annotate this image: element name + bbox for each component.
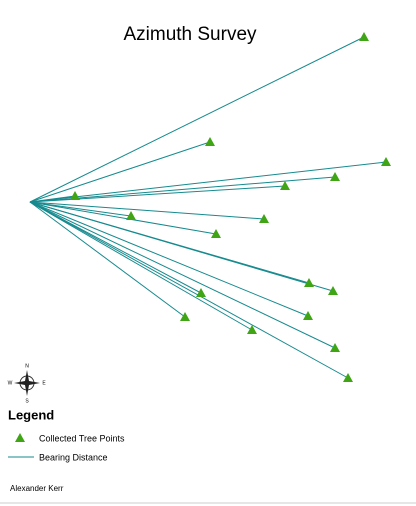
- tree-point: [303, 311, 313, 320]
- tree-point: [180, 312, 190, 321]
- bearing-line: [29, 161, 387, 203]
- bearing-line: [29, 141, 211, 203]
- bearing-line: [29, 201, 349, 379]
- bearing-line: [29, 201, 217, 235]
- bearing-line: [29, 201, 309, 317]
- tree-point: [247, 325, 257, 334]
- legend: Legend Collected Tree Points Bearing Dis…: [8, 407, 125, 462]
- bearing-line: [29, 201, 132, 217]
- tree-point: [381, 157, 391, 166]
- tree-point: [259, 214, 269, 223]
- compass-north: N: [25, 363, 29, 369]
- tree-points: [70, 32, 391, 382]
- legend-title: Legend: [8, 407, 54, 422]
- bearing-line: [29, 195, 76, 203]
- bearing-line: [29, 201, 202, 294]
- compass-west: W: [8, 380, 13, 386]
- compass-south: S: [25, 398, 29, 404]
- compass-rose: N S W E: [8, 363, 47, 404]
- compass-star: [14, 370, 40, 396]
- bearing-line: [29, 201, 334, 292]
- tree-point: [126, 211, 136, 220]
- tree-point: [70, 191, 80, 200]
- bearing-line: [29, 201, 265, 220]
- bearing-line: [29, 201, 336, 349]
- bearing-line: [29, 201, 253, 331]
- bearing-line: [29, 176, 336, 203]
- tree-point: [205, 137, 215, 146]
- legend-label: Bearing Distance: [39, 452, 108, 462]
- tree-point: [359, 32, 369, 41]
- legend-symbol: [15, 433, 25, 442]
- author: Alexander Kerr: [10, 484, 64, 493]
- tree-point: [196, 288, 206, 297]
- tree-point: [328, 286, 338, 295]
- bearing-lines: [29, 36, 387, 379]
- bearing-line: [29, 36, 365, 203]
- tree-point: [343, 373, 353, 382]
- tree-point: [280, 181, 290, 190]
- legend-label: Collected Tree Points: [39, 433, 125, 443]
- tree-point: [304, 278, 314, 287]
- tree-point: [211, 229, 221, 238]
- compass-east: E: [42, 380, 46, 386]
- tree-point: [330, 172, 340, 181]
- tree-point: [330, 343, 340, 352]
- bearing-line: [29, 201, 186, 318]
- map-title: Azimuth Survey: [123, 24, 257, 45]
